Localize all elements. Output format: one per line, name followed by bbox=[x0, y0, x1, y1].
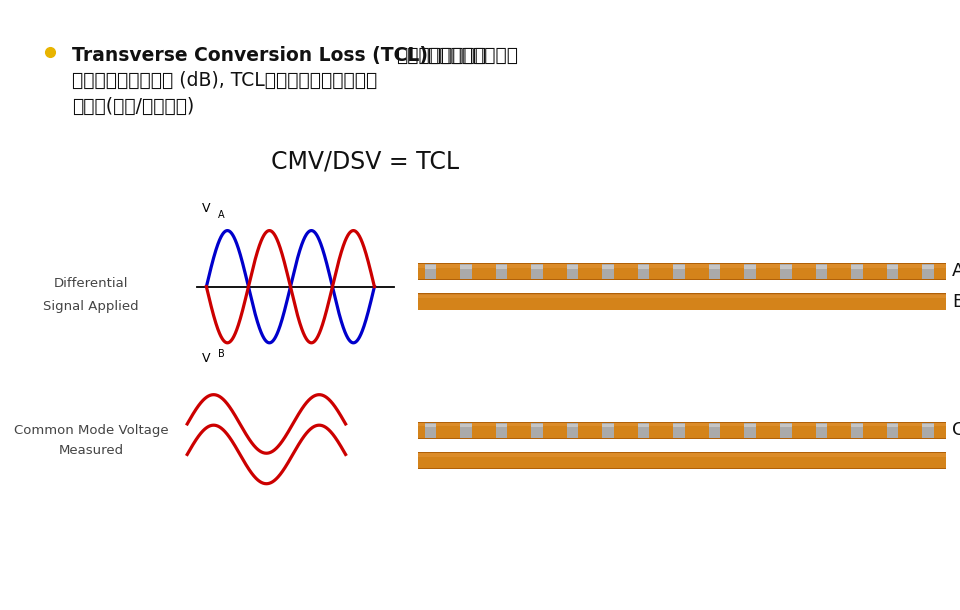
Bar bbox=[461, 264, 472, 279]
Bar bbox=[418, 422, 946, 439]
Bar bbox=[816, 264, 828, 279]
Bar bbox=[709, 265, 721, 269]
Bar bbox=[923, 424, 934, 428]
Bar bbox=[496, 424, 508, 428]
Bar bbox=[887, 265, 899, 269]
Bar bbox=[852, 265, 863, 269]
Bar bbox=[745, 423, 756, 438]
Text: 平衡度(结构/材料差异): 平衡度(结构/材料差异) bbox=[72, 97, 194, 116]
Bar bbox=[674, 265, 685, 269]
Bar bbox=[638, 265, 650, 269]
Bar bbox=[852, 423, 863, 438]
Bar bbox=[887, 264, 899, 279]
Bar bbox=[674, 423, 685, 438]
Bar bbox=[603, 424, 614, 428]
Bar bbox=[780, 424, 792, 428]
Text: Signal Applied: Signal Applied bbox=[43, 300, 139, 313]
Bar bbox=[418, 264, 946, 268]
Bar bbox=[745, 424, 756, 428]
Bar bbox=[496, 423, 508, 438]
Bar bbox=[418, 423, 946, 438]
Text: A: A bbox=[218, 210, 225, 220]
Bar bbox=[709, 264, 721, 279]
Text: B: B bbox=[218, 349, 225, 359]
Bar bbox=[496, 264, 508, 279]
Bar bbox=[424, 265, 437, 269]
Bar bbox=[780, 423, 792, 438]
Bar bbox=[709, 423, 721, 438]
Bar bbox=[418, 293, 946, 310]
Bar bbox=[532, 264, 543, 279]
Bar bbox=[887, 423, 899, 438]
Bar bbox=[923, 265, 934, 269]
Bar bbox=[923, 264, 934, 279]
Bar bbox=[424, 424, 437, 428]
Bar bbox=[603, 265, 614, 269]
Bar bbox=[424, 264, 437, 279]
Bar bbox=[780, 264, 792, 279]
Bar bbox=[418, 453, 946, 468]
Bar bbox=[780, 265, 792, 269]
Text: Common Mode Voltage: Common Mode Voltage bbox=[13, 423, 169, 437]
Bar bbox=[674, 264, 685, 279]
Bar bbox=[461, 265, 472, 269]
Bar bbox=[418, 452, 946, 469]
Bar bbox=[674, 424, 685, 428]
Text: 应出的共模电压之比 (dB), TCL值反映出线对导体间的: 应出的共模电压之比 (dB), TCL值反映出线对导体间的 bbox=[72, 71, 377, 90]
Bar bbox=[638, 264, 650, 279]
Bar bbox=[923, 423, 934, 438]
Bar bbox=[461, 424, 472, 428]
Bar bbox=[638, 424, 650, 428]
Bar bbox=[745, 264, 756, 279]
Text: CMV/DSV = TCL: CMV/DSV = TCL bbox=[271, 149, 459, 173]
Bar bbox=[567, 264, 578, 279]
Bar bbox=[816, 423, 828, 438]
Text: C: C bbox=[952, 421, 960, 439]
Bar bbox=[418, 264, 946, 279]
Text: Transverse Conversion Loss (TCL)是差分电压与其感: Transverse Conversion Loss (TCL)是差分电压与其感 bbox=[72, 46, 518, 65]
Bar bbox=[852, 264, 863, 279]
Bar bbox=[418, 423, 946, 426]
Text: 是差分电压与其感: 是差分电压与其感 bbox=[396, 46, 487, 65]
Bar bbox=[418, 453, 946, 457]
Bar bbox=[816, 424, 828, 428]
Bar bbox=[418, 295, 946, 310]
Bar bbox=[887, 424, 899, 428]
Bar bbox=[603, 264, 614, 279]
Bar bbox=[638, 423, 650, 438]
Bar bbox=[496, 265, 508, 269]
Text: Measured: Measured bbox=[59, 443, 124, 457]
Text: Differential: Differential bbox=[54, 277, 129, 290]
Bar bbox=[461, 423, 472, 438]
Bar bbox=[567, 265, 578, 269]
Bar bbox=[603, 423, 614, 438]
Bar bbox=[532, 265, 543, 269]
Bar bbox=[418, 263, 946, 280]
Bar bbox=[567, 424, 578, 428]
Bar bbox=[709, 424, 721, 428]
Bar bbox=[567, 423, 578, 438]
Bar bbox=[852, 424, 863, 428]
Text: B: B bbox=[952, 293, 960, 311]
Text: V: V bbox=[202, 352, 210, 365]
Bar bbox=[532, 424, 543, 428]
Bar bbox=[532, 423, 543, 438]
Bar bbox=[745, 265, 756, 269]
Bar bbox=[424, 423, 437, 438]
Text: V: V bbox=[202, 203, 210, 215]
Bar bbox=[418, 295, 946, 298]
Bar bbox=[816, 265, 828, 269]
Text: A: A bbox=[952, 262, 960, 281]
